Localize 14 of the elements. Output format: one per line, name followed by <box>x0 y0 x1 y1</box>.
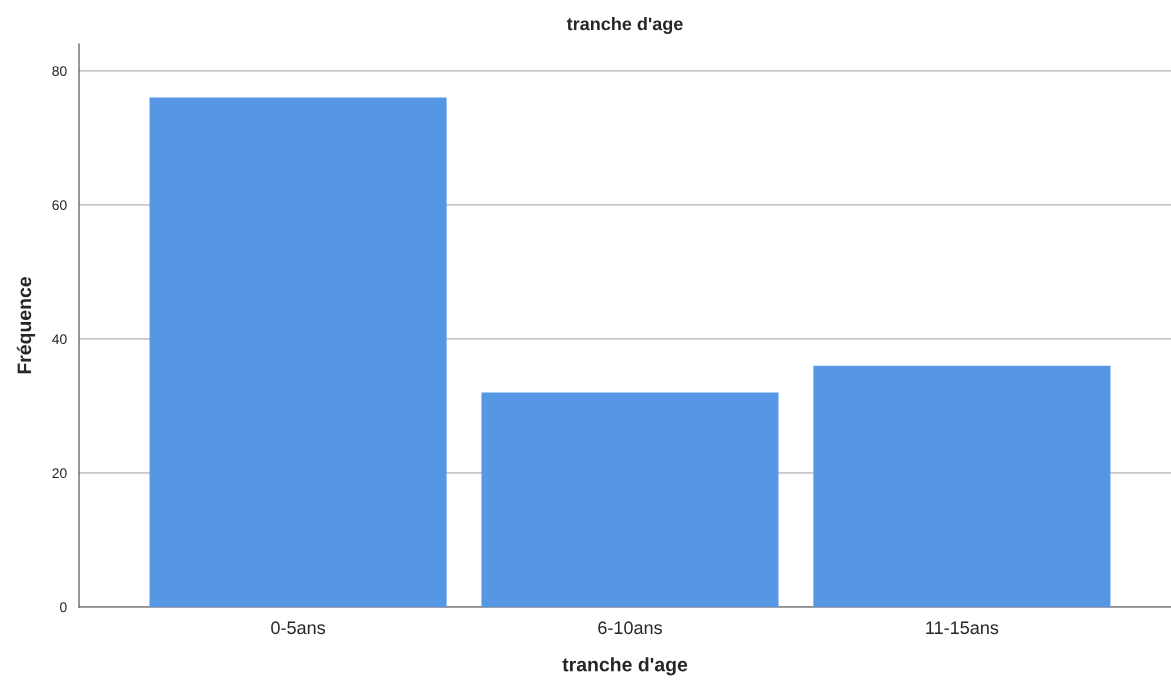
y-tick-label: 20 <box>52 468 67 479</box>
y-tick-label: 0 <box>60 602 67 613</box>
x-axis-title: tranche d'age <box>562 657 688 676</box>
bar <box>481 392 779 607</box>
y-tick-label: 40 <box>52 334 67 345</box>
bar <box>149 97 447 607</box>
y-tick-label: 60 <box>52 200 67 211</box>
bar <box>813 365 1111 607</box>
x-tick-label: 11-15ans <box>926 621 999 635</box>
x-tick-label: 0-5ans <box>271 621 326 635</box>
chart-title: tranche d'age <box>566 17 683 34</box>
x-tick-label: 6-10ans <box>598 621 662 635</box>
y-tick-label: 80 <box>52 66 67 76</box>
y-axis-title: Fréquence <box>16 276 36 374</box>
